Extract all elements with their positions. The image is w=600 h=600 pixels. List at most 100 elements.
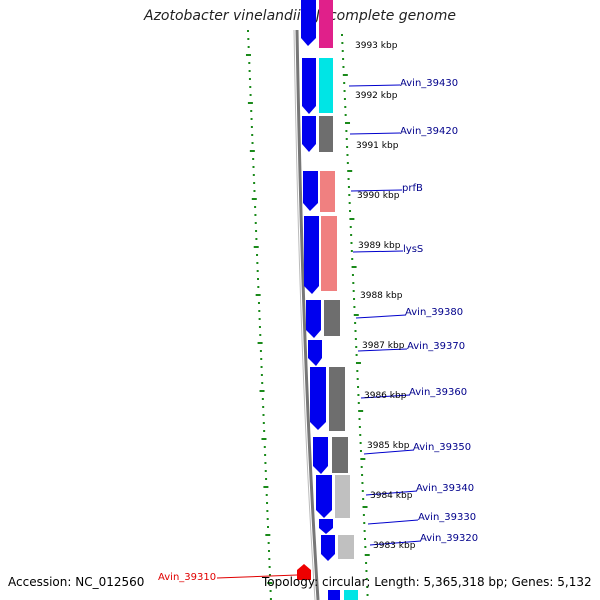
- gc-dot: [262, 414, 265, 416]
- gc-dot: [250, 110, 253, 112]
- gc-dot: [253, 182, 256, 184]
- gc-dot: [350, 242, 353, 244]
- gc-dot: [267, 542, 270, 544]
- cds-block: [344, 590, 358, 600]
- gc-dot: [342, 74, 348, 76]
- cds-track-colored: [319, 0, 358, 600]
- gene-label[interactable]: Avin_39370: [407, 341, 466, 352]
- gc-dot: [257, 302, 260, 304]
- gc-dot: [258, 310, 261, 312]
- gc-dot: [248, 78, 251, 80]
- gc-dot: [365, 578, 368, 580]
- gc-dot: [268, 558, 271, 560]
- gene-label[interactable]: Avin_39320: [420, 533, 479, 544]
- gc-dot: [247, 38, 250, 40]
- gc-dot: [260, 374, 263, 376]
- gc-dot: [253, 246, 259, 248]
- accession-text: Accession: NC_012560: [8, 575, 145, 589]
- cds-block: [319, 0, 333, 48]
- gc-dot: [266, 518, 269, 520]
- gc-dot: [256, 270, 259, 272]
- gene-label[interactable]: Avin_39430: [400, 78, 459, 89]
- gc-dot: [362, 514, 365, 516]
- gc-dot: [263, 446, 266, 448]
- gc-dot: [355, 346, 358, 348]
- highlight-gene-marker: [297, 564, 311, 580]
- gc-dot: [359, 442, 362, 444]
- gc-dot: [258, 318, 261, 320]
- gc-dot: [261, 382, 264, 384]
- gc-dot: [250, 126, 253, 128]
- gc-dot: [266, 502, 269, 504]
- gene-label[interactable]: Avin_39340: [416, 483, 475, 494]
- gc-dot: [358, 410, 364, 412]
- gc-dot: [360, 458, 366, 460]
- gc-dot: [347, 170, 353, 172]
- gc-dot: [257, 342, 263, 344]
- gene-label[interactable]: Avin_39420: [400, 126, 459, 137]
- gc-dot: [359, 450, 362, 452]
- gc-dot: [357, 402, 360, 404]
- gc-dot: [251, 198, 257, 200]
- gc-dot: [248, 70, 251, 72]
- gc-dot: [354, 330, 357, 332]
- cds-block: [319, 58, 333, 113]
- gc-dot: [366, 594, 369, 596]
- gene-label[interactable]: Avin_39350: [413, 442, 472, 453]
- gc-dot: [345, 138, 348, 140]
- gc-dot: [363, 538, 366, 540]
- gc-dot: [364, 554, 370, 556]
- map-title: Azotobacter vinelandii DJ, complete geno…: [144, 8, 456, 24]
- gc-dot: [253, 190, 256, 192]
- gc-dot: [356, 370, 359, 372]
- gc-dot: [342, 58, 345, 60]
- gc-dot: [355, 354, 358, 356]
- gc-dot: [251, 134, 254, 136]
- gene-label[interactable]: Avin_39330: [418, 512, 477, 523]
- gc-dot: [361, 482, 364, 484]
- gene-label[interactable]: lysS: [403, 244, 424, 255]
- gc-dot: [267, 550, 270, 552]
- gc-dot: [262, 422, 265, 424]
- gc-dot: [263, 430, 266, 432]
- cds-arrow: [302, 58, 316, 114]
- gene-label[interactable]: Avin_39380: [405, 307, 464, 318]
- gc-dot: [252, 174, 255, 176]
- gc-dot: [256, 262, 259, 264]
- gc-dot: [363, 530, 366, 532]
- cds-block: [332, 437, 348, 473]
- gc-dot: [343, 90, 346, 92]
- gc-dot: [245, 54, 251, 56]
- genome-backbone: [295, 29, 320, 600]
- gc-dot: [354, 322, 357, 324]
- cds-arrow: [306, 300, 321, 338]
- gc-dot: [248, 62, 251, 64]
- kbp-tick-label: 3987 kbp: [362, 341, 405, 351]
- gc-dot: [257, 286, 260, 288]
- gc-dot: [249, 150, 255, 152]
- gc-dot: [351, 266, 357, 268]
- highlight-gene-label[interactable]: Avin_39310: [158, 572, 217, 583]
- gc-dot: [349, 210, 352, 212]
- gc-dot: [358, 426, 361, 428]
- gc-dot: [261, 438, 267, 440]
- cds-block: [338, 535, 354, 559]
- gene-label[interactable]: Avin_39360: [409, 387, 468, 398]
- gc-dot: [355, 362, 361, 364]
- gc-dot: [353, 306, 356, 308]
- gc-dot: [247, 46, 250, 48]
- gc-dot: [264, 462, 267, 464]
- gene-label[interactable]: prfB: [402, 183, 423, 194]
- kbp-tick-label: 3989 kbp: [358, 241, 401, 251]
- gc-dot: [352, 282, 355, 284]
- cds-arrow: [321, 535, 335, 561]
- gc-dot: [347, 178, 350, 180]
- gc-dot: [350, 234, 353, 236]
- kbp-tick-label: 3990 kbp: [357, 191, 400, 201]
- gc-dot: [267, 526, 270, 528]
- cds-block: [321, 216, 337, 291]
- cds-block: [319, 116, 333, 152]
- gc-dot: [352, 290, 355, 292]
- gc-dot: [269, 590, 272, 592]
